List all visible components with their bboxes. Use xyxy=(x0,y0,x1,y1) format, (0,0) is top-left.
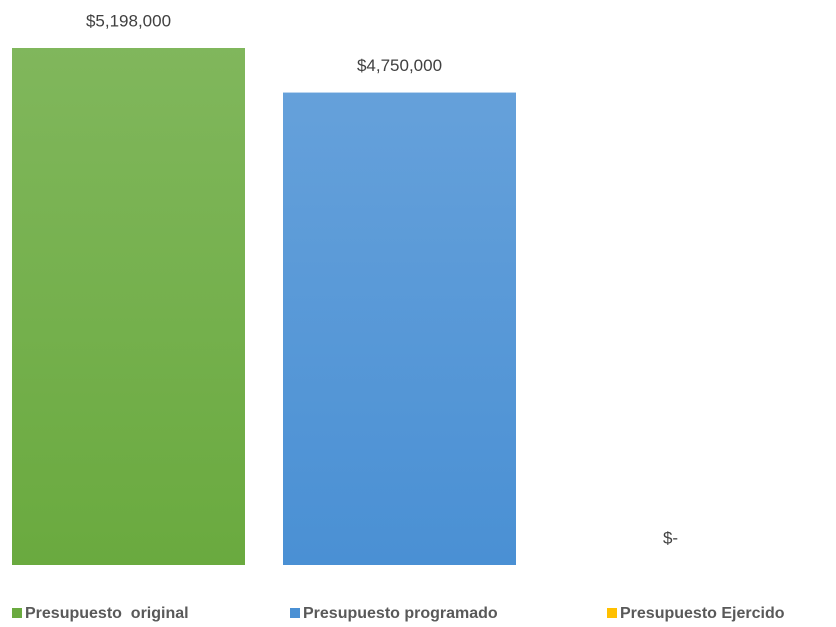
data-label: $4,750,000 xyxy=(357,56,442,75)
legend-label: Presupuesto original xyxy=(25,605,189,622)
data-label: $5,198,000 xyxy=(86,11,171,30)
legend-swatch xyxy=(607,608,617,618)
legend-label: Presupuesto Ejercido xyxy=(620,605,785,622)
data-label: $- xyxy=(663,528,678,547)
legend-swatch xyxy=(290,608,300,618)
bar xyxy=(12,48,245,565)
legend-label: Presupuesto programado xyxy=(303,605,498,622)
legend-swatch xyxy=(12,608,22,618)
bar xyxy=(283,92,516,565)
